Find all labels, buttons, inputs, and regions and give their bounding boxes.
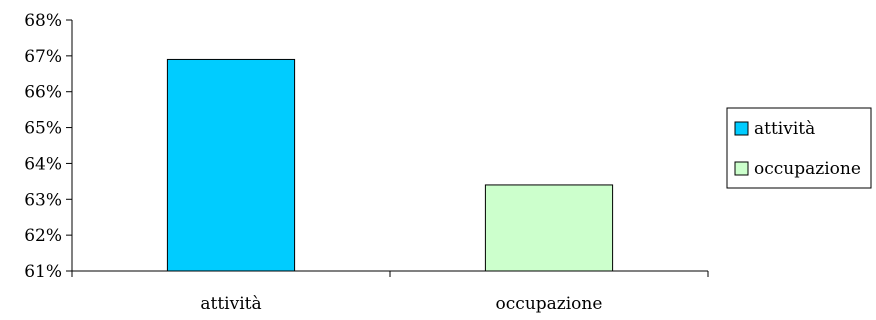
legend-swatch <box>734 121 749 136</box>
y-ticks: 61% 62% 63% 64% 65% 66% 67% 68% <box>24 11 709 282</box>
y-tick-label: 62% <box>24 226 62 246</box>
y-tick-label: 67% <box>24 47 62 67</box>
bars <box>166 58 614 272</box>
y-tick-label: 63% <box>24 190 62 210</box>
y-tick-label: 68% <box>24 11 62 31</box>
y-tick-label: 65% <box>24 119 62 139</box>
bar-occupazione <box>484 184 614 272</box>
legend-label: occupazione <box>754 159 861 179</box>
bar-attivita <box>166 58 296 272</box>
x-category-label: occupazione <box>496 294 603 314</box>
y-tick-label: 66% <box>24 83 62 103</box>
legend-label: attività <box>754 119 815 139</box>
y-tick-label: 61% <box>24 262 62 282</box>
legend-box <box>726 107 872 189</box>
x-category-label: attività <box>200 294 261 314</box>
legend: attività occupazione <box>726 107 872 189</box>
x-category-labels: attività occupazione <box>200 294 602 314</box>
y-tick-label: 64% <box>24 154 62 174</box>
legend-swatch <box>734 161 749 176</box>
